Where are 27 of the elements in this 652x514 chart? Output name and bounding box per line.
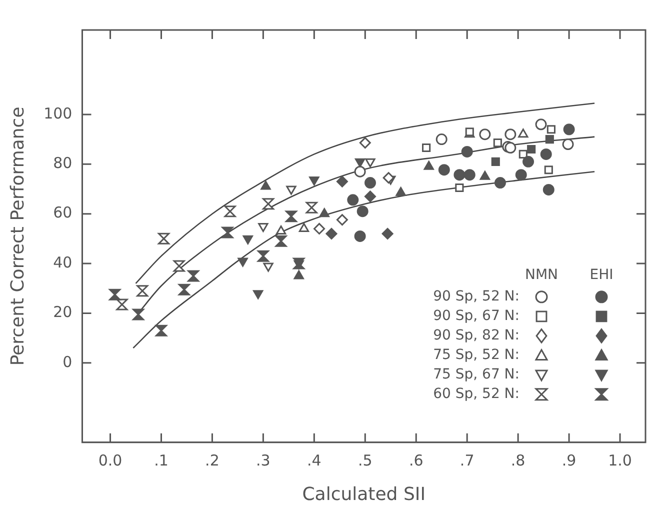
x-axis-title: Calculated SII	[302, 484, 426, 505]
legend-label: 90 Sp, 67 N:	[433, 308, 520, 324]
y-tick-label: 80	[53, 154, 72, 172]
x-tick-label: .5	[358, 451, 372, 470]
x-tick-label: .7	[460, 451, 474, 470]
x-tick-label: .4	[307, 451, 322, 470]
legend-label: 75 Sp, 52 N:	[433, 347, 520, 364]
x-tick-label: .1	[154, 451, 168, 470]
x-tick-label: .3	[256, 451, 270, 470]
x-tick-label: .6	[408, 451, 424, 470]
x-tick-label: .9	[562, 451, 576, 470]
y-tick-label: 0	[62, 352, 72, 371]
y-tick-label: 100	[44, 104, 72, 122]
x-tick-label: 1.0	[608, 451, 632, 470]
annotation: NMN	[524, 267, 558, 284]
x-tick-label: .8	[510, 451, 526, 470]
legend-label: 90 Sp, 52 N:	[433, 288, 520, 305]
x-tick-label: .2	[205, 451, 220, 470]
y-axis-title: Percent Correct Performance	[7, 106, 28, 366]
legend-label: 60 Sp, 52 N:	[433, 386, 520, 402]
y-tick-label: 60	[53, 204, 72, 222]
legend-label: 90 Sp, 82 N:	[433, 328, 520, 344]
legend-label: 75 Sp, 67 N:	[433, 366, 520, 383]
y-tick-label: 40	[53, 253, 72, 272]
y-tick-label: 20	[53, 303, 72, 322]
x-tick-label: 0.0	[98, 451, 122, 470]
annotation: EHI	[590, 267, 614, 284]
